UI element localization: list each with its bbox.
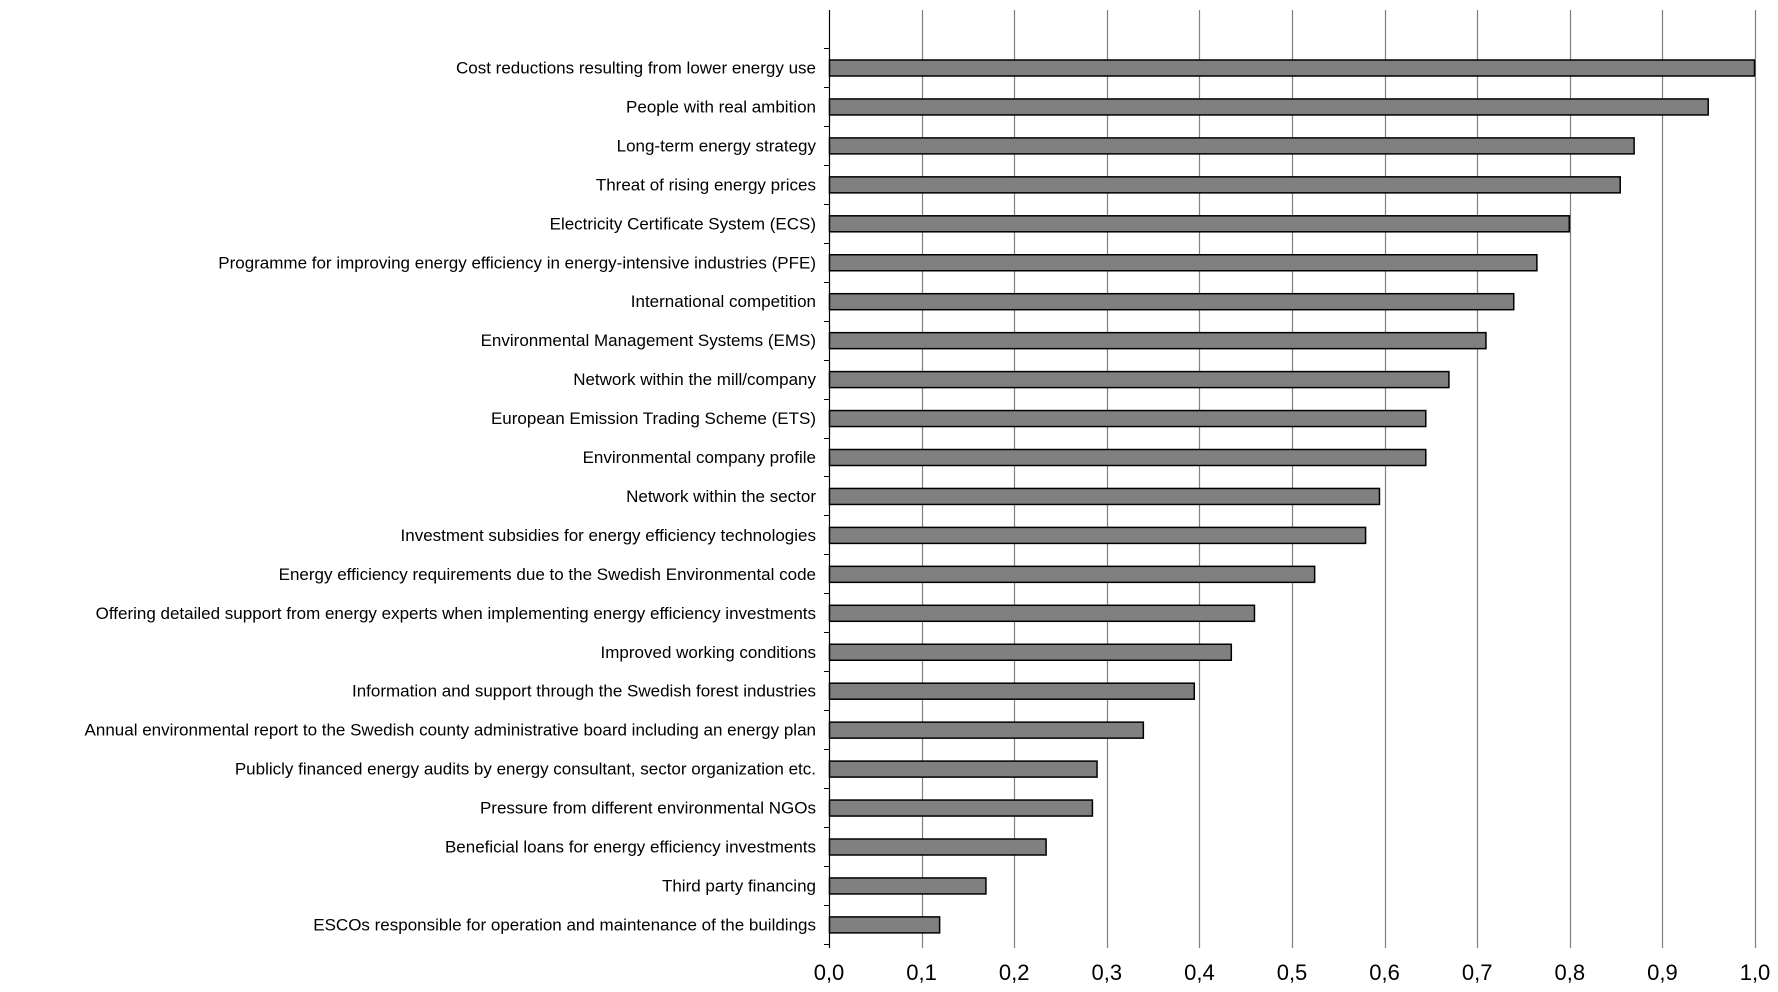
category-label: Energy efficiency requirements due to th… — [279, 565, 816, 584]
x-tick-label: 1,0 — [1740, 960, 1771, 985]
category-label: Long-term energy strategy — [617, 136, 817, 155]
bar — [828, 916, 941, 934]
bar — [828, 565, 1316, 584]
category-label: Investment subsidies for energy efficien… — [401, 526, 816, 545]
category-label: Threat of rising energy prices — [596, 175, 816, 194]
bar — [828, 370, 1450, 389]
category-label: Offering detailed support from energy ex… — [96, 604, 816, 623]
bar — [828, 799, 1094, 817]
x-tick-label: 0,4 — [1184, 960, 1215, 985]
category-label: Cost reductions resulting from lower ene… — [456, 59, 816, 78]
bar — [828, 137, 1635, 155]
category-label: Programme for improving energy efficienc… — [218, 253, 816, 272]
category-label: Environmental company profile — [583, 448, 816, 467]
x-tick-label: 0,6 — [1369, 960, 1400, 985]
bar — [828, 643, 1233, 661]
bar — [828, 682, 1196, 700]
category-label: Publicly financed energy audits by energ… — [235, 760, 816, 779]
bar — [828, 487, 1381, 506]
bar — [828, 760, 1098, 778]
x-tick-label: 0,8 — [1555, 960, 1586, 985]
x-tick-labels: 0,0 0,1 0,2 0,3 0,4 0,5 0,6 0,7 0,8 0,9 1,0 — [814, 960, 1771, 985]
x-tick-label: 0,9 — [1647, 960, 1678, 985]
bar — [828, 98, 1709, 116]
x-tick-label: 0,0 — [814, 960, 845, 985]
bar — [828, 331, 1487, 350]
category-label: Information and support through the Swed… — [352, 682, 816, 701]
gridlines — [921, 10, 1757, 948]
x-tick-label: 0,5 — [1277, 960, 1308, 985]
bars — [828, 59, 1756, 934]
bar — [828, 254, 1538, 272]
category-label: ESCOs responsible for operation and main… — [313, 915, 816, 934]
category-label: Improved working conditions — [601, 643, 816, 662]
bar — [828, 409, 1427, 428]
category-label: Environmental Management Systems (EMS) — [481, 331, 816, 350]
x-tick-label: 0,2 — [999, 960, 1030, 985]
bar — [828, 604, 1256, 623]
category-label: Pressure from different environmental NG… — [480, 799, 816, 818]
category-labels: Cost reductions resulting from lower ene… — [85, 59, 817, 935]
bar — [828, 176, 1621, 194]
category-label: Network within the sector — [626, 487, 816, 506]
category-label: Network within the mill/company — [573, 370, 816, 389]
bar — [828, 838, 1047, 856]
bar — [828, 448, 1427, 467]
category-label: Electricity Certificate System (ECS) — [550, 214, 816, 233]
bar — [828, 526, 1367, 545]
x-tick-label: 0,1 — [906, 960, 937, 985]
category-label: European Emission Trading Scheme (ETS) — [491, 409, 816, 428]
category-label: People with real ambition — [626, 97, 816, 116]
category-label: Beneficial loans for energy efficiency i… — [445, 838, 816, 857]
category-label: Third party financing — [662, 876, 816, 895]
category-label: Annual environmental report to the Swedi… — [85, 721, 816, 740]
x-tick-label: 0,7 — [1462, 960, 1493, 985]
x-tick-label: 0,3 — [1092, 960, 1123, 985]
bar — [828, 721, 1145, 739]
bar — [828, 215, 1571, 233]
bar — [828, 59, 1756, 77]
bar — [828, 292, 1515, 311]
category-label: International competition — [631, 292, 816, 311]
bar — [828, 877, 987, 895]
y-axis — [824, 10, 831, 948]
